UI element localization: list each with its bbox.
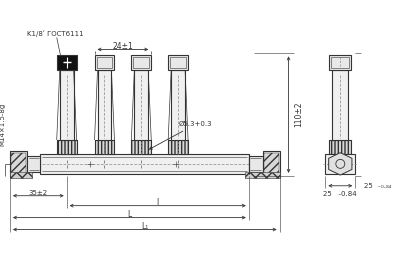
Bar (11, 153, 26, 175)
Bar (94, 140, 114, 154)
Bar (133, 57, 149, 68)
Text: 24±1: 24±1 (112, 42, 133, 51)
Bar (134, 70, 148, 140)
Text: M14×1.5-8g: M14×1.5-8g (0, 103, 5, 146)
Bar (263, 151, 280, 177)
Bar (40, 154, 249, 174)
Bar (329, 55, 351, 70)
Bar (98, 70, 112, 140)
Bar (264, 153, 279, 175)
Bar (245, 172, 280, 178)
Bar (10, 172, 32, 178)
Bar (168, 140, 188, 154)
Bar (94, 55, 114, 70)
Bar (131, 55, 151, 70)
Bar (249, 156, 263, 172)
Bar (131, 140, 151, 154)
Bar (168, 140, 188, 154)
Polygon shape (329, 153, 352, 175)
Bar (171, 70, 185, 140)
Bar (27, 156, 40, 172)
Text: 35±2: 35±2 (29, 190, 48, 196)
Bar (131, 140, 151, 154)
Bar (57, 55, 77, 70)
Text: l: l (156, 198, 159, 207)
Text: L₁: L₁ (141, 222, 148, 231)
Text: 25  ₋₀.₈₄: 25 ₋₀.₈₄ (364, 183, 392, 189)
Bar (168, 55, 188, 70)
Bar (57, 140, 77, 154)
Text: 110±2: 110±2 (294, 102, 303, 127)
Bar (170, 57, 186, 68)
Text: Ø5.3+0.3: Ø5.3+0.3 (150, 121, 213, 149)
Bar (57, 140, 77, 154)
Text: L: L (127, 210, 132, 219)
Bar (325, 154, 355, 174)
Bar (60, 70, 74, 140)
Bar (332, 70, 348, 140)
Bar (94, 140, 114, 154)
Bar (331, 57, 349, 68)
Bar (96, 57, 112, 68)
Text: K1/8ʹ ГОСТ6111: K1/8ʹ ГОСТ6111 (27, 30, 84, 37)
Bar (329, 140, 351, 154)
Bar (10, 151, 27, 177)
Text: 25   -0.84: 25 -0.84 (324, 191, 357, 197)
Bar (329, 140, 351, 154)
